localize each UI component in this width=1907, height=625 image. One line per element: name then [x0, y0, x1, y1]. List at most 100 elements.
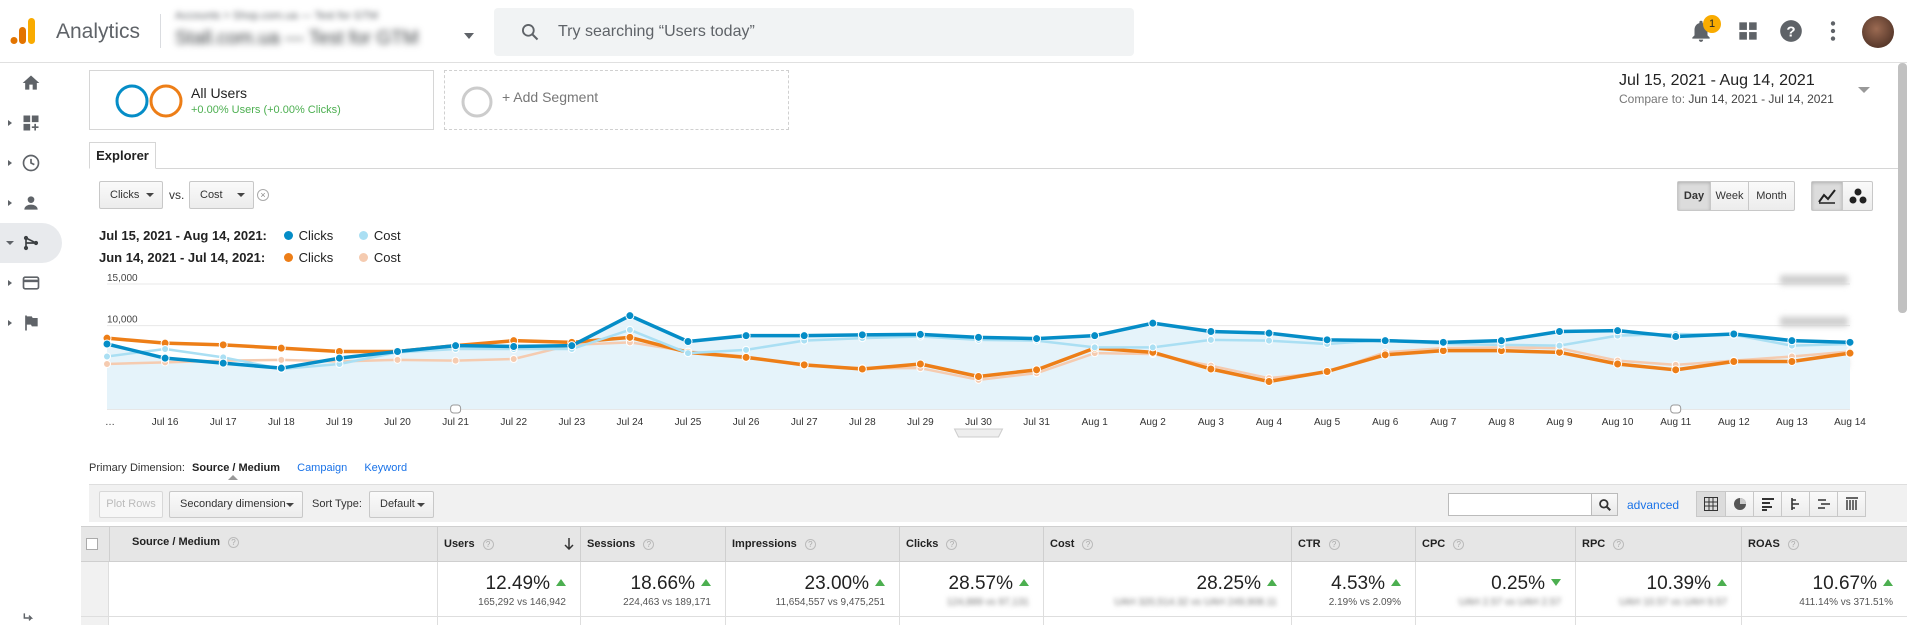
- data-point[interactable]: [1148, 318, 1158, 328]
- page-scrollbar[interactable]: [1898, 63, 1907, 313]
- advanced-filter-link[interactable]: advanced: [1627, 498, 1680, 512]
- pivot-view-button[interactable]: [1837, 492, 1865, 516]
- dimension-source-medium[interactable]: Source / Medium: [192, 462, 281, 474]
- col-cost[interactable]: Cost?: [1043, 527, 1291, 562]
- plot-rows-button[interactable]: Plot Rows: [99, 491, 163, 518]
- nav-audience[interactable]: [0, 183, 62, 223]
- data-point[interactable]: [1787, 357, 1797, 366]
- data-point[interactable]: [625, 311, 635, 321]
- col-sessions[interactable]: Sessions?: [580, 527, 725, 562]
- data-point[interactable]: [276, 363, 286, 373]
- data-point[interactable]: [742, 345, 751, 354]
- nav-home[interactable]: [0, 63, 62, 103]
- apps-grid-icon[interactable]: [1735, 18, 1761, 44]
- data-point[interactable]: [1845, 337, 1855, 347]
- data-point[interactable]: [218, 358, 228, 368]
- help-icon[interactable]: ?: [1778, 18, 1804, 44]
- metric2-dropdown[interactable]: Cost: [189, 181, 254, 209]
- segment-all-users[interactable]: All Users +0.00% Users (+0.00% Clicks): [89, 70, 434, 130]
- data-point[interactable]: [799, 360, 809, 370]
- tab-explorer[interactable]: Explorer: [89, 142, 156, 169]
- data-point[interactable]: [451, 356, 460, 365]
- search-input[interactable]: Try searching “Users today”: [558, 23, 755, 40]
- pie-view-button[interactable]: [1725, 492, 1753, 516]
- table-view-button[interactable]: [1697, 492, 1725, 516]
- nav-behavior[interactable]: [0, 263, 62, 303]
- avatar[interactable]: [1862, 16, 1894, 48]
- help-icon[interactable]: ?: [643, 539, 655, 550]
- col-rpc[interactable]: RPC?: [1575, 527, 1741, 562]
- data-point[interactable]: [1845, 348, 1855, 358]
- data-point[interactable]: [509, 342, 519, 351]
- annotations-toggle[interactable]: [953, 428, 1004, 438]
- data-point[interactable]: [1322, 335, 1332, 345]
- data-point[interactable]: [741, 352, 751, 362]
- search-bar[interactable]: Try searching “Users today”: [494, 8, 1134, 56]
- data-point[interactable]: [1671, 365, 1681, 375]
- sort-type-dropdown[interactable]: Default: [369, 491, 434, 518]
- legend-cost-previous[interactable]: Cost: [358, 250, 401, 265]
- help-icon[interactable]: ?: [946, 539, 958, 550]
- data-point[interactable]: [1787, 336, 1797, 346]
- data-point[interactable]: [277, 355, 286, 364]
- data-point[interactable]: [1148, 343, 1157, 352]
- add-segment-button[interactable]: + Add Segment: [444, 70, 789, 130]
- date-dropdown-icon[interactable]: [1858, 87, 1870, 93]
- data-point[interactable]: [1090, 343, 1099, 352]
- data-point[interactable]: [1729, 329, 1739, 339]
- col-users[interactable]: Users?: [437, 527, 580, 562]
- nav-conversions[interactable]: [0, 303, 62, 343]
- data-point[interactable]: [161, 345, 170, 353]
- help-icon[interactable]: ?: [228, 537, 240, 548]
- data-point[interactable]: [567, 341, 577, 351]
- help-icon[interactable]: ?: [1453, 539, 1465, 550]
- data-point[interactable]: [1264, 328, 1274, 338]
- account-selector[interactable]: Accounts > Shop.com.ua — Test for GTM St…: [175, 10, 475, 50]
- nav-realtime[interactable]: [0, 143, 62, 183]
- secondary-dimension-dropdown[interactable]: Secondary dimension: [169, 491, 303, 518]
- col-cpc[interactable]: CPC?: [1415, 527, 1575, 562]
- data-point[interactable]: [1264, 377, 1274, 386]
- data-point[interactable]: [1555, 327, 1564, 336]
- data-point[interactable]: [1206, 364, 1216, 374]
- more-vert-icon[interactable]: [1820, 18, 1846, 44]
- legend-cost-current[interactable]: Cost: [358, 228, 401, 243]
- data-point[interactable]: [625, 325, 634, 334]
- legend-clicks-previous[interactable]: Clicks: [283, 250, 333, 265]
- annotation-marker[interactable]: [450, 404, 462, 414]
- annotation-marker[interactable]: [1670, 404, 1682, 414]
- help-icon[interactable]: ?: [804, 539, 816, 550]
- help-icon[interactable]: ?: [1328, 539, 1340, 550]
- date-range[interactable]: Jul 15, 2021 - Aug 14, 2021: [1619, 72, 1815, 89]
- clear-metric-icon[interactable]: ×: [257, 189, 269, 201]
- data-point[interactable]: [625, 332, 635, 342]
- collapse-nav-icon[interactable]: [22, 611, 36, 625]
- data-point[interactable]: [103, 360, 111, 368]
- comparison-view-button[interactable]: [1781, 492, 1809, 516]
- data-point[interactable]: [1032, 365, 1042, 375]
- data-point[interactable]: [857, 330, 867, 340]
- nav-customization[interactable]: [0, 103, 62, 143]
- data-point[interactable]: [1380, 336, 1390, 346]
- nav-acquisition[interactable]: [0, 223, 62, 263]
- sort-descending-icon[interactable]: [564, 538, 574, 550]
- data-point[interactable]: [1555, 341, 1564, 350]
- col-ctr[interactable]: CTR?: [1291, 527, 1415, 562]
- data-point[interactable]: [1438, 337, 1448, 347]
- data-point[interactable]: [684, 349, 692, 358]
- data-point[interactable]: [276, 343, 286, 353]
- data-point[interactable]: [915, 359, 925, 369]
- help-icon[interactable]: ?: [1082, 539, 1094, 550]
- metric1-dropdown[interactable]: Clicks: [99, 181, 163, 209]
- col-impressions[interactable]: Impressions?: [725, 527, 899, 562]
- col-source-medium[interactable]: Source / Medium?: [109, 527, 437, 562]
- data-point[interactable]: [974, 372, 983, 381]
- data-point[interactable]: [915, 329, 925, 339]
- data-point[interactable]: [102, 339, 112, 349]
- compare-range[interactable]: Compare to: Jun 14, 2021 - Jul 14, 2021: [1619, 92, 1834, 106]
- data-point[interactable]: [1032, 334, 1042, 344]
- day-button[interactable]: Day: [1678, 182, 1710, 210]
- dimension-campaign[interactable]: Campaign: [297, 462, 348, 474]
- motion-chart-button[interactable]: [1842, 182, 1872, 210]
- data-point[interactable]: [1265, 336, 1273, 345]
